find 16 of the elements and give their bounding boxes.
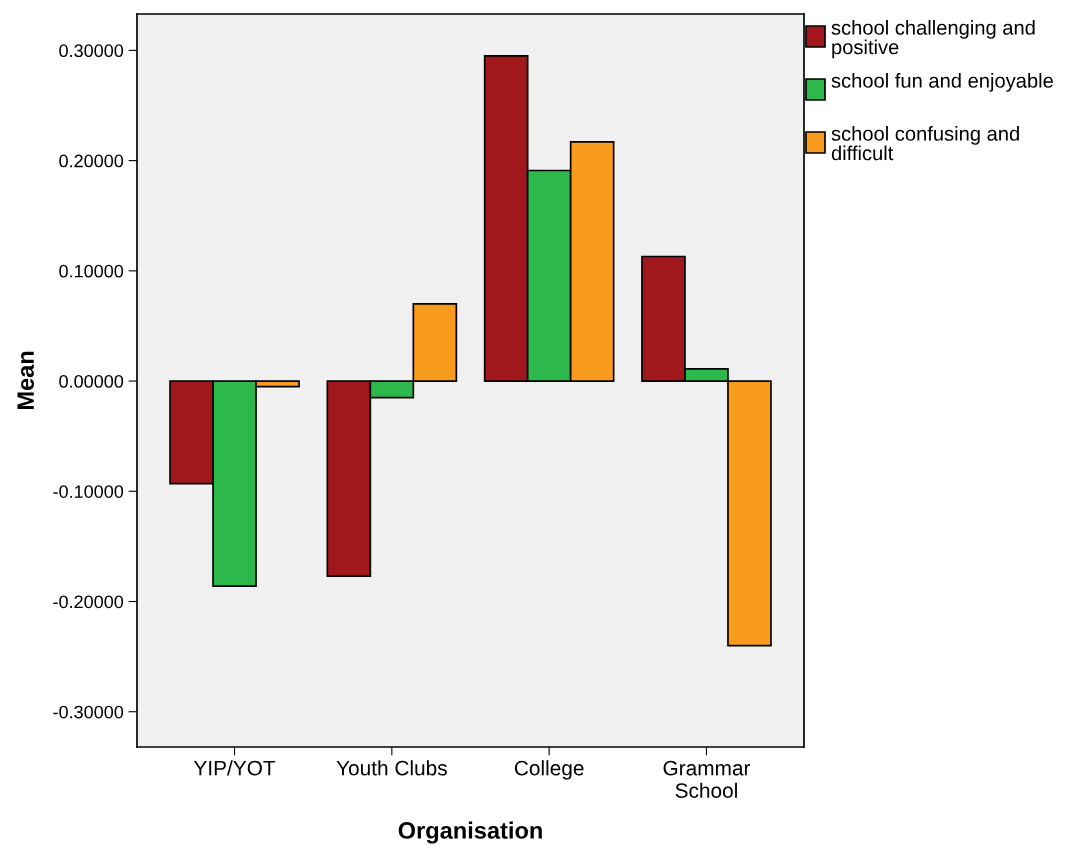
y-tick-label: -0.10000 [53,485,124,498]
y-tick-label: 0.20000 [59,154,124,168]
x-tick-label: Youth Clubs [336,760,447,776]
legend-label: school challenging and positive [831,20,1035,59]
y-tick-label: 0.10000 [59,264,124,278]
legend-label: school confusing and difficult [831,126,1019,161]
x-tick-label: Grammar School [663,760,751,798]
x-tick-label: College [514,760,584,780]
y-tick-label: -0.30000 [53,705,124,719]
y-tick-label: 0.30000 [59,44,124,58]
x-tick-label: YIP/YOT [193,760,276,776]
x-axis-title: Organisation [398,821,542,844]
legend-label: school fun and enjoyable [831,73,1053,92]
y-tick-label: 0.00000 [59,374,124,388]
y-tick-label: -0.20000 [53,595,124,609]
y-axis-title: Mean [17,351,34,410]
